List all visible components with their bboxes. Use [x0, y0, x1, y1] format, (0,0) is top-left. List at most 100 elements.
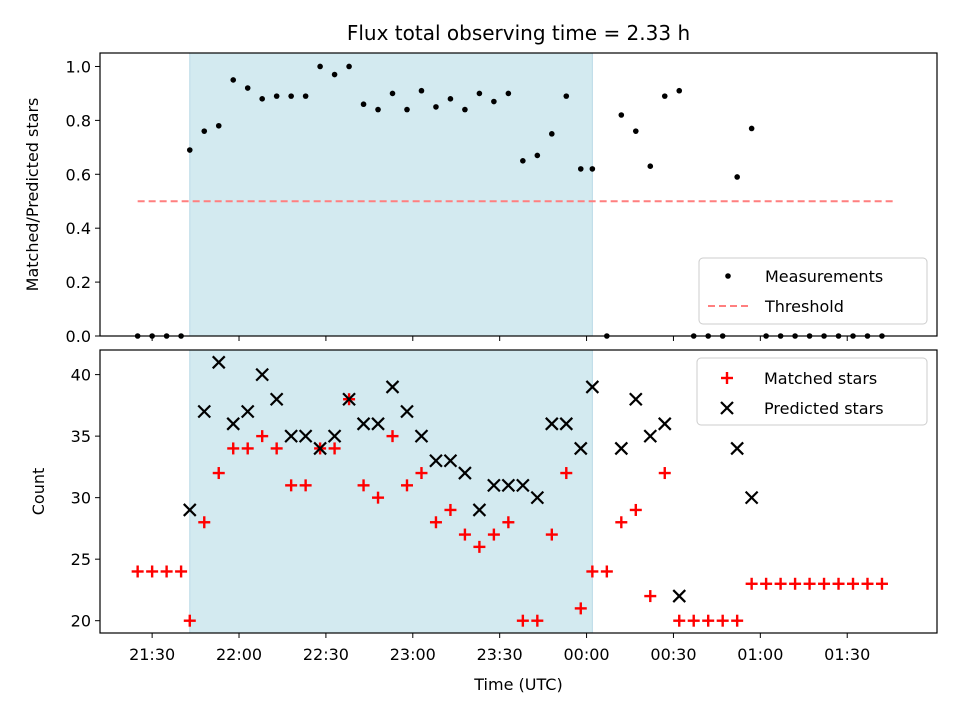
matched-star-point	[227, 442, 240, 455]
measurement-point	[433, 104, 439, 110]
count-x-tick-label: 00:00	[564, 645, 610, 664]
matched-star-point	[372, 491, 385, 504]
matched-star-point	[212, 467, 225, 480]
matched-star-point	[131, 565, 144, 578]
predicted-star-point	[559, 417, 574, 431]
predicted-star-point	[585, 380, 600, 394]
legend-label-measurements: Measurements	[765, 267, 883, 286]
observing-span-shade	[189, 52, 593, 337]
measurement-point	[647, 163, 654, 169]
measurement-point	[288, 93, 294, 99]
ratio-panel: 0.0 0.2 0.4 0.6 0.8 1.0 Flux total observing …	[23, 21, 938, 346]
matched-star-point	[429, 516, 442, 529]
measurement-point	[404, 106, 410, 113]
measurement-point	[244, 85, 251, 91]
ratio-y-axis-label: Matched/Predicted stars	[23, 98, 42, 292]
predicted-star-point	[501, 478, 516, 493]
matched-star-point	[386, 430, 399, 443]
matched-star-point	[328, 442, 341, 455]
measurement-point	[549, 131, 555, 137]
matched-star-point	[673, 614, 686, 627]
predicted-star-point	[371, 417, 385, 431]
predicted-star-point	[269, 392, 284, 406]
predicted-star-point	[573, 441, 588, 456]
count-y-tick-label: 30	[71, 489, 91, 508]
predicted-star-point	[657, 417, 672, 431]
count-y-tick-label: 20	[71, 612, 91, 631]
matched-star-point	[629, 503, 642, 516]
count-legend: Matched stars Predicted stars	[696, 357, 928, 426]
ratio-y-tick-label: 0.6	[66, 165, 91, 184]
count-x-tick-label: 01:00	[737, 645, 783, 664]
x-axis-label: Time (UTC)	[473, 675, 562, 694]
measurement-point	[230, 77, 237, 83]
matched-star-point	[183, 614, 196, 627]
legend-label-threshold: Threshold	[764, 297, 844, 316]
measurement-point	[491, 98, 497, 105]
matched-star-point	[774, 577, 787, 590]
predicted-star-point	[516, 478, 530, 493]
predicted-star-point	[429, 453, 443, 468]
matched-star-points	[131, 393, 888, 627]
measurement-point	[661, 93, 668, 99]
matched-star-point	[818, 577, 831, 590]
predicted-star-point	[530, 490, 545, 505]
matched-star-point	[760, 577, 773, 590]
measurement-point	[632, 128, 639, 134]
predicted-star-point	[472, 503, 487, 517]
predicted-star-point	[240, 404, 255, 419]
matched-star-point	[875, 577, 888, 590]
count-x-tick-label: 23:30	[477, 645, 523, 664]
matched-star-point	[586, 565, 599, 578]
measurement-point	[563, 93, 570, 99]
measurement-point	[589, 166, 596, 172]
measurement-point	[462, 106, 468, 113]
matched-star-point	[502, 516, 515, 529]
predicted-star-point	[672, 589, 687, 603]
matched-star-point	[415, 467, 428, 480]
predicted-star-point	[458, 466, 472, 480]
matched-star-point	[861, 577, 874, 590]
predicted-star-point	[211, 355, 226, 370]
measurement-point	[360, 101, 367, 108]
matched-star-point	[516, 614, 529, 627]
measurement-point	[418, 87, 425, 94]
predicted-star-point	[197, 404, 212, 419]
measurement-point	[734, 174, 740, 180]
ratio-y-tick-label: 0.0	[66, 327, 91, 346]
count-axes-frame	[99, 349, 938, 634]
measurement-point	[331, 71, 338, 78]
measurement-point	[273, 93, 280, 99]
ratio-x-ticks	[151, 336, 848, 341]
matched-star-point	[256, 430, 269, 443]
count-x-tick-label: 22:00	[216, 645, 262, 664]
matched-star-point	[789, 577, 802, 590]
legend-marker-predicted	[720, 401, 734, 415]
matched-star-point	[731, 614, 744, 627]
matched-star-point	[702, 614, 715, 627]
predicted-star-point	[183, 503, 197, 517]
ratio-y-tick-label: 0.2	[66, 273, 91, 292]
measurement-point	[577, 166, 584, 172]
measurement-point	[476, 90, 483, 97]
matched-star-point	[560, 467, 573, 480]
predicted-star-point	[487, 478, 501, 493]
measurement-points	[134, 63, 885, 339]
count-y-ticks: 20 25 30 35 40	[71, 366, 100, 631]
matched-star-point	[400, 479, 413, 492]
predicted-star-points	[183, 355, 759, 603]
predicted-star-point	[443, 453, 458, 468]
measurement-point	[676, 87, 683, 94]
matched-star-point	[175, 565, 188, 578]
predicted-star-point	[342, 392, 356, 406]
matched-star-point	[444, 503, 457, 516]
count-panel: 20 25 30 35 40 21:30 22:00 22:30 23:00 23:30 00:0…	[29, 349, 938, 694]
predicted-star-point	[614, 441, 629, 456]
predicted-star-point	[327, 429, 342, 443]
count-legend-box	[696, 357, 928, 426]
count-x-tick-label: 00:30	[650, 645, 696, 664]
matched-star-point	[270, 442, 283, 455]
count-x-tick-label: 23:00	[390, 645, 436, 664]
predicted-star-point	[744, 490, 759, 505]
